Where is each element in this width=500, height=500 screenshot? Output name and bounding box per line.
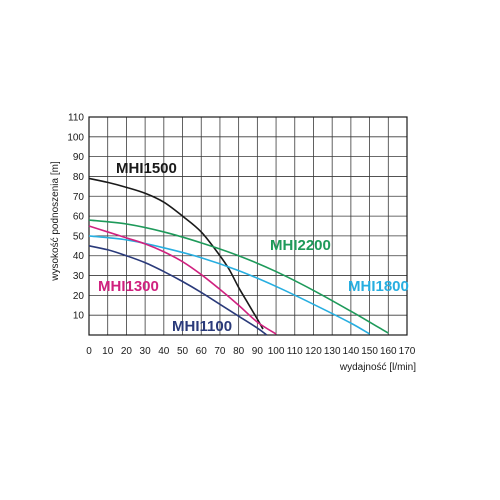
grid xyxy=(89,117,407,335)
x-tick-label: 0 xyxy=(86,346,92,357)
x-tick-label: 50 xyxy=(177,346,189,357)
x-tick-label: 100 xyxy=(268,346,285,357)
x-tick-label: 20 xyxy=(121,346,133,357)
y-axis-title: wysokość podnoszenia [m] xyxy=(50,161,61,282)
x-tick-label: 110 xyxy=(287,346,303,357)
y-tick-label: 30 xyxy=(73,271,85,282)
x-tick-label: 30 xyxy=(140,346,152,357)
series-label-mhi1300: MHI1300 xyxy=(98,278,159,295)
y-tick-label: 100 xyxy=(67,132,84,143)
y-tick-label: 70 xyxy=(73,192,85,203)
x-tick-label: 80 xyxy=(233,346,245,357)
y-tick-label: 40 xyxy=(73,251,85,262)
series-label-mhi1100: MHI1100 xyxy=(172,318,232,335)
y-tick-label: 60 xyxy=(73,212,85,223)
x-axis-title: wydajność [l/min] xyxy=(339,362,416,373)
y-tick-label: 80 xyxy=(73,172,85,183)
y-tick-labels: 10 20 30 40 50 60 70 80 90 100 110 xyxy=(67,113,84,322)
series-labels: MHI1500 MHI2200 MHI1800 MHI1300 MHI1100 xyxy=(98,160,409,335)
y-tick-label: 50 xyxy=(73,231,85,242)
x-tick-label: 40 xyxy=(158,346,170,357)
x-tick-label: 10 xyxy=(102,346,114,357)
series-curves xyxy=(88,177,389,336)
y-tick-label: 20 xyxy=(73,291,85,302)
series-label-mhi1500: MHI1500 xyxy=(116,160,177,177)
y-tick-label: 110 xyxy=(68,113,84,124)
series-line-mhi1300 xyxy=(88,225,277,335)
x-tick-label: 140 xyxy=(343,346,360,357)
x-tick-label: 130 xyxy=(324,346,341,357)
x-tick-label: 70 xyxy=(214,346,226,357)
series-label-mhi2200: MHI2200 xyxy=(270,237,331,254)
series-line-mhi1500 xyxy=(88,177,264,330)
series-label-mhi1800: MHI1800 xyxy=(348,278,409,295)
series-line-mhi2200 xyxy=(88,219,389,334)
x-tick-label: 90 xyxy=(252,346,264,357)
x-tick-label: 120 xyxy=(305,346,322,357)
x-tick-label: 150 xyxy=(361,346,378,357)
x-tick-label: 160 xyxy=(380,346,397,357)
y-tick-label: 10 xyxy=(73,311,85,322)
series-line-mhi1100 xyxy=(88,245,268,336)
x-tick-label: 60 xyxy=(196,346,208,357)
x-tick-labels: 0 10 20 30 40 50 60 70 80 90 100 110 120 130 140 150 160… xyxy=(86,346,416,357)
y-tick-label: 90 xyxy=(73,152,85,163)
x-tick-label: 170 xyxy=(399,346,416,357)
